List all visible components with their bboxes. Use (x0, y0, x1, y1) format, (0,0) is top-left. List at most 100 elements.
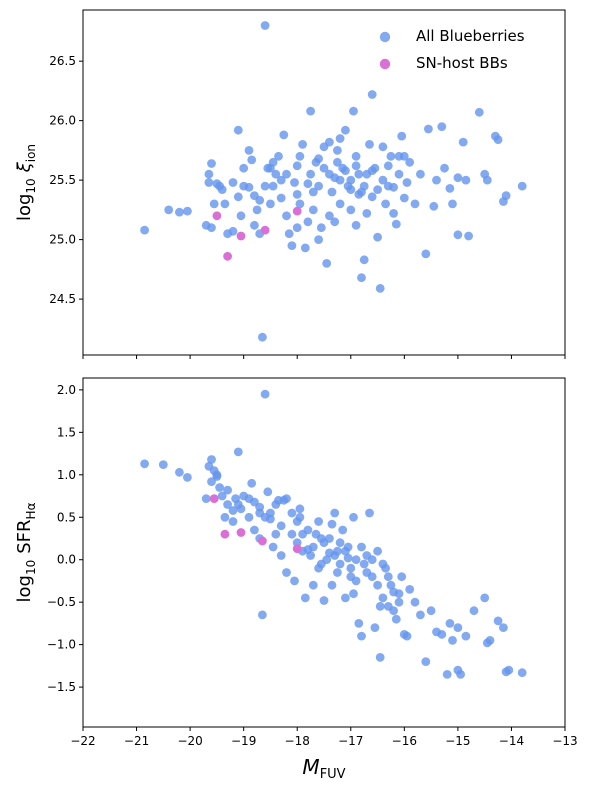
bot-y-tick-label: 1.0 (57, 468, 76, 482)
bottom-ylabel-symbol-sub: Hα (24, 502, 38, 519)
bottom-panel: −1.5 −1.0 −0.5 0.0 0.5 1.0 1.5 2.0 −22 −21 −20 −19… (14, 377, 578, 782)
point-all-blueberries (183, 473, 192, 482)
point-all-blueberries (424, 124, 433, 134)
bottom-ylabel-log: log (14, 575, 35, 602)
top-ylabel-base: 10 (24, 178, 38, 193)
point-all-blueberries (448, 636, 457, 645)
point-all-blueberries (389, 182, 398, 192)
top-ylabel-symbol-sub: ion (24, 144, 38, 162)
point-all-blueberries (207, 477, 216, 486)
point-all-blueberries (220, 512, 230, 522)
point-sn-host (292, 206, 302, 216)
point-all-blueberries (453, 623, 463, 632)
point-all-blueberries (282, 169, 291, 179)
point-all-blueberries (250, 497, 259, 507)
point-sn-host (236, 528, 246, 537)
point-all-blueberries (314, 181, 323, 191)
point-all-blueberries (322, 259, 332, 268)
point-all-blueberries (158, 460, 168, 469)
bot-x-tick-label: −19 (231, 734, 256, 748)
point-all-blueberries (308, 187, 318, 197)
point-all-blueberries (383, 572, 393, 582)
point-all-blueberries (204, 178, 214, 187)
point-all-blueberries (258, 332, 267, 342)
point-all-blueberries (373, 232, 382, 242)
point-all-blueberries (207, 223, 216, 233)
point-all-blueberries (292, 223, 302, 233)
point-all-blueberries (327, 519, 337, 529)
point-all-blueberries (266, 199, 275, 209)
point-all-blueberries (330, 508, 340, 518)
top-ylabel-log: log (14, 194, 35, 221)
point-all-blueberries (367, 555, 377, 565)
point-all-blueberries (375, 284, 385, 293)
point-all-blueberries (175, 207, 184, 217)
point-all-blueberries (389, 587, 398, 597)
point-all-blueberries (458, 137, 468, 147)
point-all-blueberries (437, 122, 447, 131)
point-all-blueberries (287, 529, 297, 539)
point-all-blueberries (258, 610, 267, 620)
point-all-blueberries (362, 568, 372, 577)
point-all-blueberries (386, 151, 396, 161)
point-all-blueberries (207, 159, 216, 168)
point-all-blueberries (373, 185, 382, 195)
point-all-blueberries (316, 534, 326, 543)
point-all-blueberries (220, 199, 230, 209)
point-all-blueberries (517, 181, 527, 191)
point-all-blueberries (268, 181, 278, 191)
legend-marker-sn-host (379, 58, 391, 70)
point-all-blueberries (263, 487, 273, 497)
point-all-blueberries (319, 596, 329, 605)
legend: All Blueberries SN-host BBs (379, 27, 525, 72)
point-all-blueberries (290, 576, 299, 586)
point-all-blueberries (349, 589, 358, 599)
top-y-ticks: 24.5 25.0 25.5 26.0 26.5 (49, 54, 83, 306)
point-all-blueberries (346, 185, 356, 195)
point-all-blueberries (354, 619, 364, 628)
point-all-blueberries (397, 131, 407, 141)
point-all-blueberries (485, 636, 495, 645)
point-all-blueberries (448, 199, 457, 209)
x-axis-label: MFUV (302, 755, 345, 782)
point-all-blueberries (282, 494, 291, 503)
point-all-blueberries (306, 169, 315, 179)
point-all-blueberries (255, 195, 265, 205)
point-all-blueberries (493, 135, 503, 145)
point-all-blueberries (499, 623, 508, 632)
point-all-blueberries (292, 190, 302, 199)
point-all-blueberries (276, 193, 286, 203)
point-all-blueberries (461, 631, 471, 641)
point-all-blueberries (335, 175, 345, 185)
point-sn-host (223, 251, 233, 261)
point-all-blueberries (233, 192, 243, 202)
point-all-blueberries (233, 447, 243, 457)
point-all-blueberries (432, 175, 441, 185)
point-all-blueberries (378, 593, 388, 603)
legend-label-all-blueberries: All Blueberries (416, 27, 525, 45)
point-all-blueberries (453, 173, 463, 183)
point-all-blueberries (303, 179, 313, 189)
bot-y-tick-label: −0.5 (47, 595, 76, 609)
top-ylabel-symbol: ξ (14, 161, 35, 173)
point-all-blueberries (183, 206, 192, 216)
point-all-blueberries (215, 483, 225, 492)
point-all-blueberries (402, 178, 412, 187)
point-all-blueberries (394, 169, 404, 179)
point-sn-host (258, 536, 267, 546)
point-all-blueberries (346, 205, 356, 215)
point-sn-host (209, 494, 219, 503)
bottom-ylabel-symbol: SFR (14, 519, 35, 553)
point-all-blueberries (429, 201, 439, 211)
point-all-blueberries (140, 225, 150, 235)
point-all-blueberries (287, 241, 297, 251)
point-all-blueberries (319, 163, 329, 173)
point-all-blueberries (212, 470, 222, 480)
point-all-blueberries (207, 455, 216, 464)
point-all-blueberries (303, 545, 313, 554)
point-all-blueberries (209, 199, 219, 209)
point-sn-host (292, 544, 302, 554)
point-all-blueberries (314, 517, 323, 526)
point-all-blueberries (295, 504, 305, 514)
